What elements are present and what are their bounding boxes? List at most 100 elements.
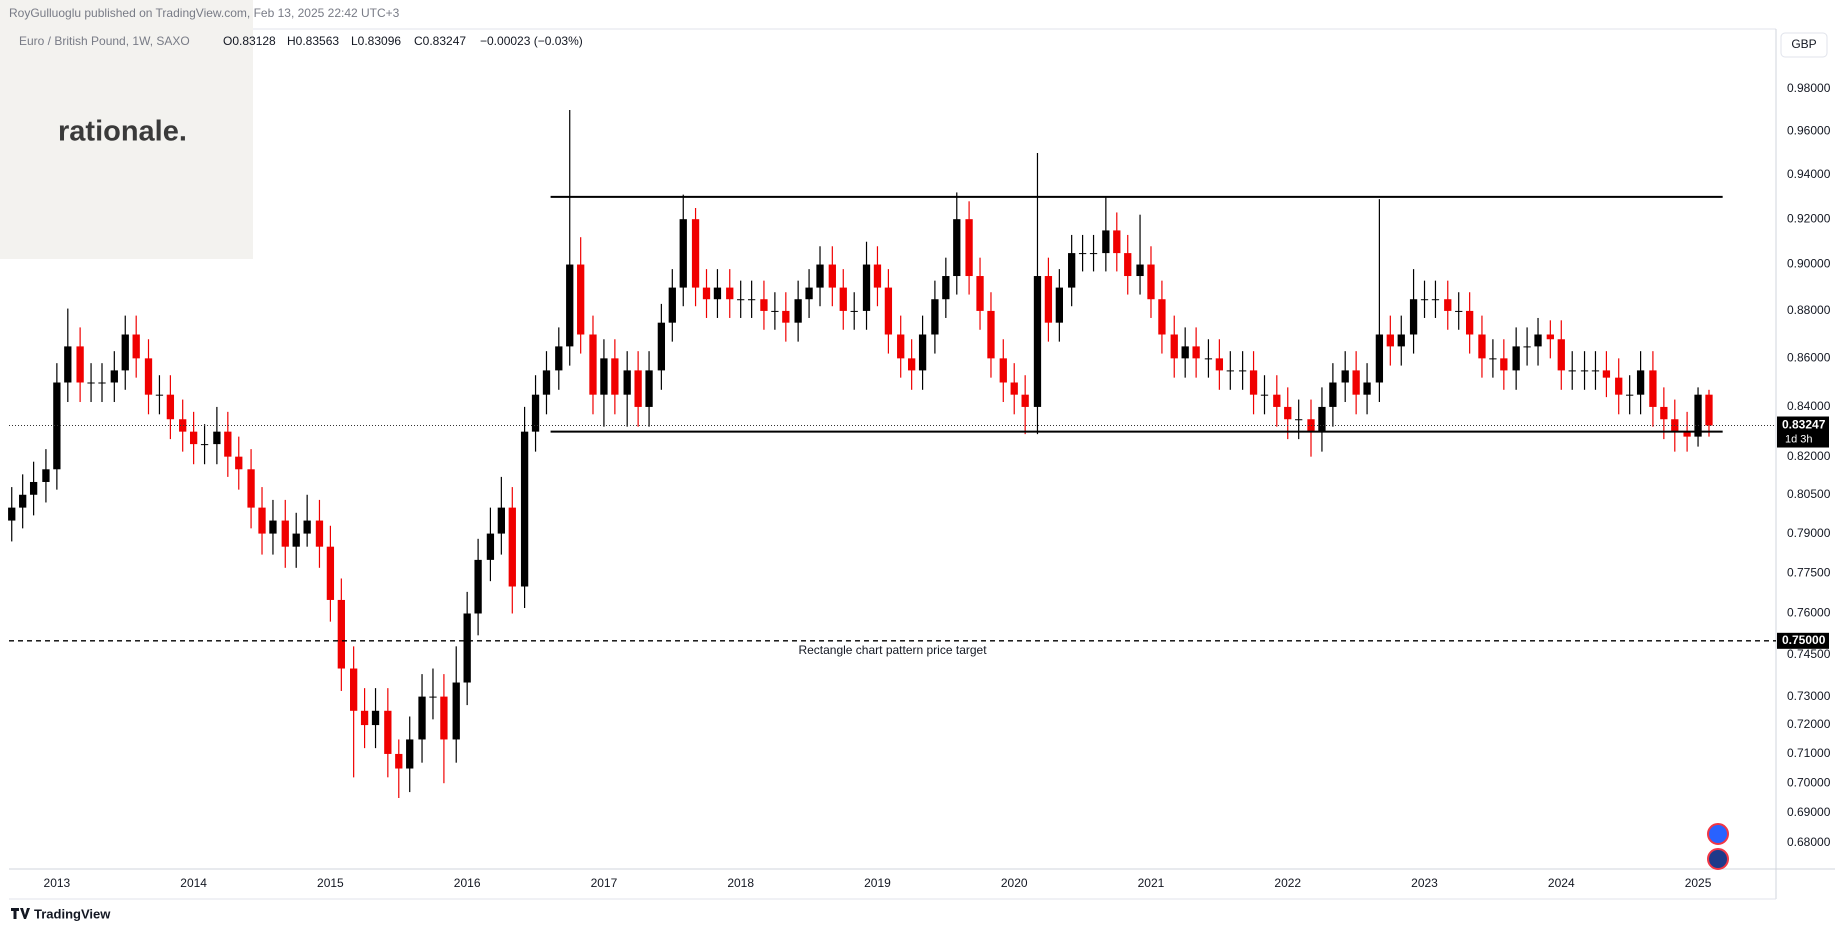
- candle-body: [531, 394, 540, 432]
- candle-body: [395, 753, 403, 769]
- y-tick-label: 0.92000: [1787, 211, 1831, 225]
- candle-body: [1512, 346, 1520, 371]
- candle-body: [987, 310, 995, 359]
- x-tick-label: 2017: [591, 876, 618, 890]
- candle-body: [611, 358, 619, 395]
- y-tick-label: 0.82000: [1787, 449, 1831, 463]
- candle-body: [486, 533, 495, 560]
- x-tick-label: 2021: [1138, 876, 1165, 890]
- y-tick-label: 0.77500: [1787, 565, 1831, 579]
- candle-body: [247, 469, 255, 508]
- candle-body: [76, 346, 84, 383]
- candle-body: [1044, 276, 1053, 323]
- currency-button[interactable]: [1780, 32, 1828, 58]
- x-tick-label: 2015: [317, 876, 344, 890]
- candle-body: [542, 370, 551, 395]
- candle-body: [508, 507, 516, 587]
- candle-body: [200, 444, 209, 446]
- candle-body: [782, 310, 790, 323]
- candle-body: [1010, 382, 1018, 395]
- low-value: L0.83096: [351, 34, 401, 48]
- candle-body: [166, 394, 175, 420]
- candle-body: [29, 481, 38, 495]
- candle-body: [1158, 299, 1166, 335]
- candle-body: [326, 546, 335, 600]
- close-value: C0.83247: [414, 34, 466, 48]
- candle-body: [1626, 394, 1634, 396]
- candle-body: [53, 382, 61, 470]
- x-tick-label: 2024: [1548, 876, 1575, 890]
- y-tick-label: 0.68000: [1787, 835, 1831, 849]
- publisher: RoyGulluoglu published on TradingView.co…: [9, 6, 400, 20]
- tradingview-logo: [11, 908, 30, 919]
- candle-body: [1615, 377, 1623, 395]
- y-tick-label: 0.79000: [1787, 526, 1831, 540]
- candle-body: [1363, 382, 1371, 395]
- candle-body: [64, 346, 72, 383]
- candle-body: [897, 334, 905, 359]
- candle-body: [713, 287, 722, 300]
- candle-body: [1352, 370, 1360, 395]
- candle-body: [1089, 253, 1098, 255]
- candle-body: [1557, 339, 1565, 371]
- gb-flag-icon[interactable]: [1707, 848, 1729, 870]
- candle-body: [520, 431, 529, 587]
- y-tick-label: 0.86000: [1787, 351, 1831, 365]
- y-tick-label: 0.73000: [1787, 689, 1831, 703]
- candle-body: [1444, 299, 1452, 311]
- change-value: −0.00023 (−0.03%): [480, 34, 583, 48]
- candle-body: [1021, 394, 1029, 407]
- y-tick-label: 0.88000: [1787, 303, 1831, 317]
- candle-body: [418, 696, 426, 740]
- candle-body: [737, 299, 745, 301]
- currency[interactable]: GBP: [1791, 37, 1816, 51]
- x-tick-label: 2016: [454, 876, 481, 890]
- logo-panel: [0, 0, 253, 259]
- candle-body: [1500, 358, 1508, 371]
- candle-body: [463, 613, 471, 683]
- candle-body: [1705, 394, 1713, 426]
- candle-body: [1568, 370, 1576, 372]
- candle-body: [577, 264, 585, 335]
- y-tick-label: 0.70000: [1787, 775, 1831, 789]
- y-tick-label: 0.72000: [1787, 717, 1831, 731]
- y-tick-label: 0.84000: [1787, 399, 1831, 413]
- candle-body: [292, 533, 300, 547]
- candle-body: [360, 710, 369, 726]
- candle-body: [1455, 310, 1463, 312]
- candle-body: [1523, 346, 1531, 348]
- candle-body: [350, 668, 358, 711]
- candle-body: [1602, 370, 1611, 378]
- candle-body: [1466, 310, 1474, 335]
- eu-flag-icon[interactable]: [1707, 823, 1729, 845]
- candle-body: [1660, 406, 1668, 420]
- candle-body: [657, 322, 666, 371]
- candle-body: [1147, 264, 1155, 300]
- x-tick-label: 2013: [44, 876, 71, 890]
- candle-body: [8, 507, 16, 521]
- candle-body: [1546, 334, 1554, 340]
- candle-body: [315, 520, 324, 547]
- candle-body: [1260, 394, 1269, 396]
- candle-body: [1295, 419, 1303, 421]
- plot: [8, 109, 1776, 799]
- y-tick-label: 0.76000: [1787, 606, 1831, 620]
- candle-body: [474, 559, 482, 614]
- candle-body: [87, 382, 95, 384]
- candle-body: [224, 431, 232, 457]
- candle-body: [110, 370, 118, 383]
- candle-body: [760, 299, 768, 311]
- candle-body: [1113, 230, 1121, 254]
- candle-body: [645, 370, 653, 407]
- y-tick-label: 0.71000: [1787, 746, 1831, 760]
- candle-body: [384, 710, 392, 754]
- candle-body: [1055, 287, 1063, 323]
- candle-body: [1284, 406, 1292, 420]
- candle-body: [269, 520, 277, 534]
- candle-body: [497, 507, 505, 534]
- x-tick-label: 2025: [1685, 876, 1712, 890]
- candle-body: [144, 358, 153, 395]
- candle-body: [965, 219, 973, 277]
